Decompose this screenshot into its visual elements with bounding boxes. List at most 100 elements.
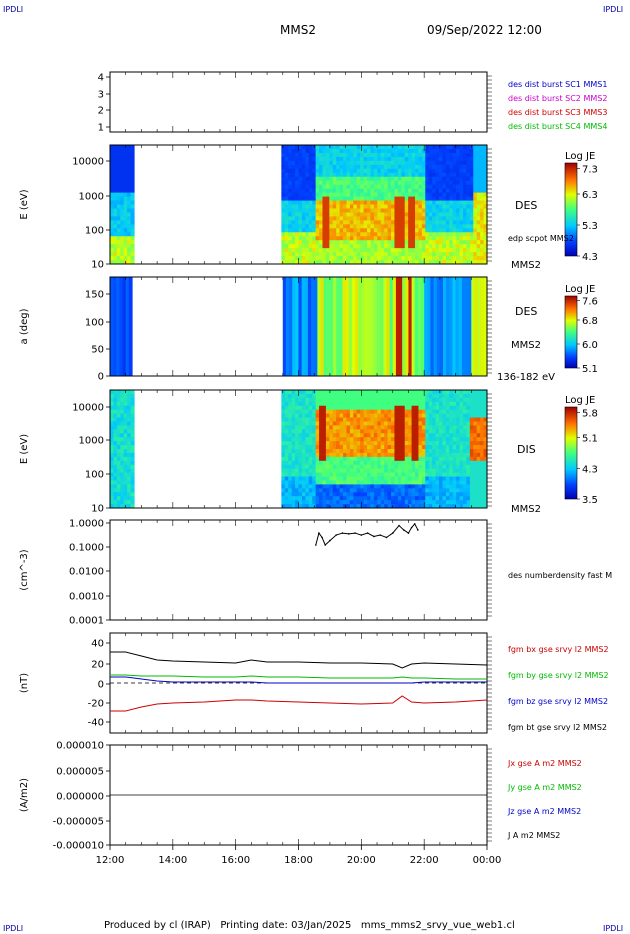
- spectrogram-cell: [463, 421, 468, 426]
- spectrogram-cell: [346, 476, 351, 482]
- spectrogram-cell: [476, 196, 481, 202]
- spectrogram-cell: [298, 425, 303, 430]
- spectrogram-cell: [288, 500, 293, 505]
- spectrogram-cell: [408, 421, 413, 426]
- spectrogram-cell: [466, 417, 471, 423]
- spectrogram-cell: [380, 405, 385, 411]
- spectrogram-cell: [123, 228, 128, 233]
- spectrogram-column: [122, 277, 127, 376]
- spectrogram-cell: [116, 397, 121, 403]
- spectrogram-cell: [466, 397, 471, 403]
- spectrogram-cell: [113, 464, 118, 470]
- spectrogram-cell: [360, 196, 365, 202]
- spectrogram-cell: [301, 232, 306, 237]
- spectrogram-cell: [449, 192, 454, 198]
- spectrogram-cell: [384, 208, 389, 214]
- spectrogram-cell: [415, 252, 420, 257]
- spectrogram-cell: [367, 180, 372, 186]
- spectrogram-cell: [445, 236, 450, 241]
- spectrogram-cell: [339, 445, 344, 450]
- spectrogram-cell: [120, 492, 125, 497]
- spectrogram-cell: [445, 460, 450, 466]
- spectrogram-cell: [466, 212, 471, 217]
- spectrogram-cell: [113, 248, 118, 253]
- spectrogram-cell: [288, 492, 293, 497]
- spectrogram-cell: [435, 417, 440, 423]
- spectrogram-cell: [315, 488, 320, 493]
- spectrogram-cell: [308, 248, 313, 253]
- spectrogram-cell: [391, 148, 396, 154]
- spectrogram-cell: [356, 224, 361, 229]
- spectrogram-cell: [435, 164, 440, 170]
- spectrogram-cell: [113, 468, 118, 474]
- spectrogram-cell: [356, 228, 361, 233]
- spectrogram-cell: [325, 168, 330, 174]
- spectrogram-cell: [456, 200, 461, 206]
- spectrogram-cell: [123, 192, 128, 198]
- spectrogram-column: [329, 277, 334, 376]
- spectrogram-cell: [411, 492, 416, 497]
- spectrogram-cell: [349, 224, 354, 229]
- spectrogram-cell: [284, 204, 289, 210]
- spectrogram-cell: [349, 240, 354, 245]
- spectrogram-cell: [469, 200, 474, 206]
- spectrogram-cell: [397, 236, 402, 241]
- spectrogram-cell: [404, 413, 409, 419]
- spectrogram-cell: [473, 429, 478, 434]
- spectrogram-cell: [459, 168, 464, 174]
- spectrogram-cell: [123, 452, 128, 458]
- spectrogram-cell: [288, 437, 293, 442]
- spectrogram-cell: [305, 236, 310, 241]
- spectrogram-cell: [463, 449, 468, 454]
- spectrogram-cell: [404, 468, 409, 474]
- spectrogram-cell: [425, 180, 430, 186]
- spectrogram-cell: [404, 204, 409, 210]
- spectrogram-cell: [363, 484, 368, 489]
- spectrogram-cell: [325, 460, 330, 466]
- spectrogram-cell: [480, 256, 485, 261]
- spectrogram-cell: [110, 224, 115, 229]
- spectrogram-cell: [384, 409, 389, 415]
- spectrogram-cell: [370, 240, 375, 245]
- spectrogram-cell: [425, 260, 430, 264]
- spectrogram-cell: [445, 172, 450, 178]
- spectrogram-cell: [435, 204, 440, 210]
- spectrogram-cell: [130, 208, 135, 214]
- spectrogram-cell: [391, 216, 396, 221]
- spectrogram-cell: [312, 480, 317, 485]
- spectrogram-cell: [120, 156, 125, 162]
- density-point: [410, 526, 413, 529]
- spectrogram-cell: [120, 464, 125, 470]
- spectrogram-cell: [332, 176, 337, 182]
- spectrogram-cell: [421, 429, 426, 434]
- spectrogram-cell: [305, 212, 310, 217]
- spectrogram-cell: [298, 441, 303, 446]
- spectrogram-cell: [483, 220, 487, 225]
- spectrogram-cell: [476, 248, 481, 253]
- spectrogram-cell: [445, 204, 450, 210]
- spectrogram-cell: [301, 252, 306, 257]
- spectrogram-cell: [305, 409, 310, 415]
- spectrogram-cell: [483, 476, 487, 482]
- spectrogram-cell: [367, 429, 372, 434]
- spectrogram-cell: [476, 405, 481, 411]
- spectrogram-cell: [373, 184, 378, 190]
- spectrogram-cell: [367, 413, 372, 419]
- spectrogram-cell: [298, 220, 303, 225]
- spectrogram-cell: [343, 192, 348, 198]
- spectrogram-cell: [463, 204, 468, 210]
- spectrogram-cell: [360, 464, 365, 470]
- spectrogram-cell: [473, 425, 478, 430]
- spectrogram-cell: [476, 160, 481, 166]
- spectrogram-cell: [349, 405, 354, 411]
- spectrogram-cell: [301, 256, 306, 261]
- spectrogram-cell: [288, 252, 293, 257]
- spectrogram-cell: [123, 200, 128, 206]
- spectrogram-cell: [113, 220, 118, 225]
- spectrogram-cell: [432, 492, 437, 497]
- spectrogram-cell: [346, 449, 351, 454]
- spectrogram-cell: [356, 496, 361, 501]
- spectrogram-cell: [439, 172, 444, 178]
- spectrogram-cell: [418, 393, 423, 399]
- spectrogram-cell: [439, 488, 444, 493]
